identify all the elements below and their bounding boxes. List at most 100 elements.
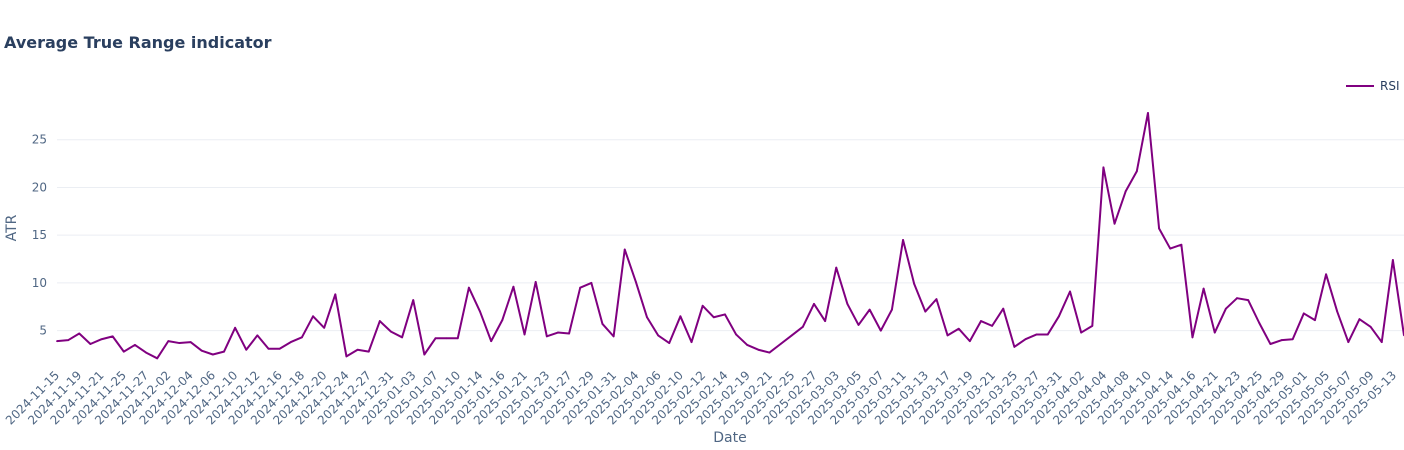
data-point[interactable] — [857, 324, 860, 326]
data-point[interactable] — [1013, 345, 1016, 348]
data-point[interactable] — [690, 341, 693, 343]
data-point[interactable] — [735, 333, 737, 336]
data-point[interactable] — [935, 298, 938, 301]
data-point[interactable] — [968, 340, 971, 343]
data-point[interactable] — [1336, 310, 1339, 313]
data-point[interactable] — [623, 248, 626, 251]
data-point[interactable] — [790, 334, 793, 337]
data-point[interactable] — [1069, 290, 1071, 293]
data-point[interactable] — [557, 331, 559, 334]
data-point[interactable] — [1380, 341, 1383, 343]
data-point[interactable] — [111, 335, 114, 338]
data-point[interactable] — [1258, 322, 1261, 324]
data-point[interactable] — [779, 343, 782, 345]
data-point[interactable] — [390, 330, 392, 333]
data-point[interactable] — [1291, 338, 1294, 341]
data-point[interactable] — [1358, 318, 1361, 321]
data-point[interactable] — [1369, 325, 1372, 328]
data-point[interactable] — [334, 293, 337, 296]
data-point[interactable] — [1046, 333, 1049, 336]
data-point[interactable] — [1147, 112, 1149, 114]
data-point[interactable] — [145, 351, 147, 354]
data-point[interactable] — [122, 350, 125, 353]
data-point[interactable] — [824, 320, 827, 322]
data-point[interactable] — [1024, 338, 1027, 341]
data-point[interactable] — [1135, 170, 1138, 173]
data-point[interactable] — [879, 329, 882, 332]
data-point[interactable] — [924, 310, 927, 313]
data-point[interactable] — [891, 308, 893, 311]
data-point[interactable] — [200, 349, 203, 352]
data-point[interactable] — [1224, 307, 1227, 310]
data-point[interactable] — [445, 337, 448, 340]
data-point[interactable] — [78, 332, 81, 335]
data-point[interactable] — [256, 334, 259, 337]
data-point[interactable] — [211, 353, 214, 356]
data-point[interactable] — [178, 342, 181, 344]
data-point[interactable] — [323, 326, 326, 329]
data-point[interactable] — [634, 281, 637, 283]
data-point[interactable] — [356, 348, 359, 351]
data-point[interactable] — [946, 334, 949, 337]
data-point[interactable] — [56, 340, 58, 343]
data-point[interactable] — [1080, 331, 1083, 334]
data-point[interactable] — [579, 286, 582, 289]
data-point[interactable] — [67, 339, 70, 342]
data-point[interactable] — [234, 326, 237, 329]
data-point[interactable] — [100, 338, 103, 341]
data-point[interactable] — [1347, 341, 1350, 343]
data-point[interactable] — [646, 316, 648, 319]
data-point[interactable] — [1180, 243, 1183, 246]
data-point[interactable] — [679, 315, 682, 318]
data-point[interactable] — [813, 303, 815, 305]
data-point[interactable] — [724, 313, 726, 316]
legend-item-rsi[interactable]: RSI — [1380, 79, 1400, 93]
data-point[interactable] — [1113, 222, 1116, 225]
data-point[interactable] — [223, 350, 225, 353]
data-point[interactable] — [568, 332, 570, 335]
data-point[interactable] — [312, 315, 314, 318]
data-point[interactable] — [423, 353, 426, 356]
data-point[interactable] — [746, 344, 749, 346]
data-point[interactable] — [1002, 307, 1005, 310]
data-point[interactable] — [846, 303, 849, 305]
data-point[interactable] — [801, 325, 804, 328]
data-point[interactable] — [612, 335, 615, 338]
data-point[interactable] — [490, 340, 493, 343]
data-point[interactable] — [345, 355, 348, 358]
data-point[interactable] — [1124, 190, 1127, 193]
data-point[interactable] — [701, 304, 704, 307]
data-point[interactable] — [545, 335, 548, 338]
data-point[interactable] — [1158, 227, 1160, 230]
data-point[interactable] — [89, 343, 92, 345]
data-point[interactable] — [1035, 333, 1038, 336]
data-point[interactable] — [657, 334, 660, 337]
data-point[interactable] — [412, 299, 415, 301]
data-point[interactable] — [1236, 297, 1238, 300]
data-point[interactable] — [913, 282, 916, 285]
data-point[interactable] — [1058, 315, 1060, 318]
data-point[interactable] — [1280, 339, 1283, 342]
data-point[interactable] — [902, 239, 904, 241]
data-point[interactable] — [434, 337, 437, 340]
data-point[interactable] — [479, 310, 481, 313]
data-point[interactable] — [1202, 287, 1205, 290]
data-point[interactable] — [189, 341, 192, 343]
data-point[interactable] — [768, 351, 771, 354]
data-point[interactable] — [467, 286, 470, 289]
data-point[interactable] — [1169, 247, 1172, 250]
data-point[interactable] — [757, 348, 760, 351]
data-point[interactable] — [512, 285, 515, 288]
data-point[interactable] — [1325, 273, 1327, 276]
data-point[interactable] — [1091, 324, 1094, 327]
data-point[interactable] — [301, 336, 303, 339]
data-point[interactable] — [523, 333, 526, 336]
data-point[interactable] — [1314, 319, 1316, 322]
data-point[interactable] — [1102, 166, 1105, 169]
data-point[interactable] — [1302, 312, 1305, 315]
data-point[interactable] — [534, 281, 537, 283]
data-point[interactable] — [289, 341, 292, 343]
data-point[interactable] — [601, 323, 604, 325]
data-point[interactable] — [868, 308, 871, 311]
data-point[interactable] — [401, 336, 403, 339]
